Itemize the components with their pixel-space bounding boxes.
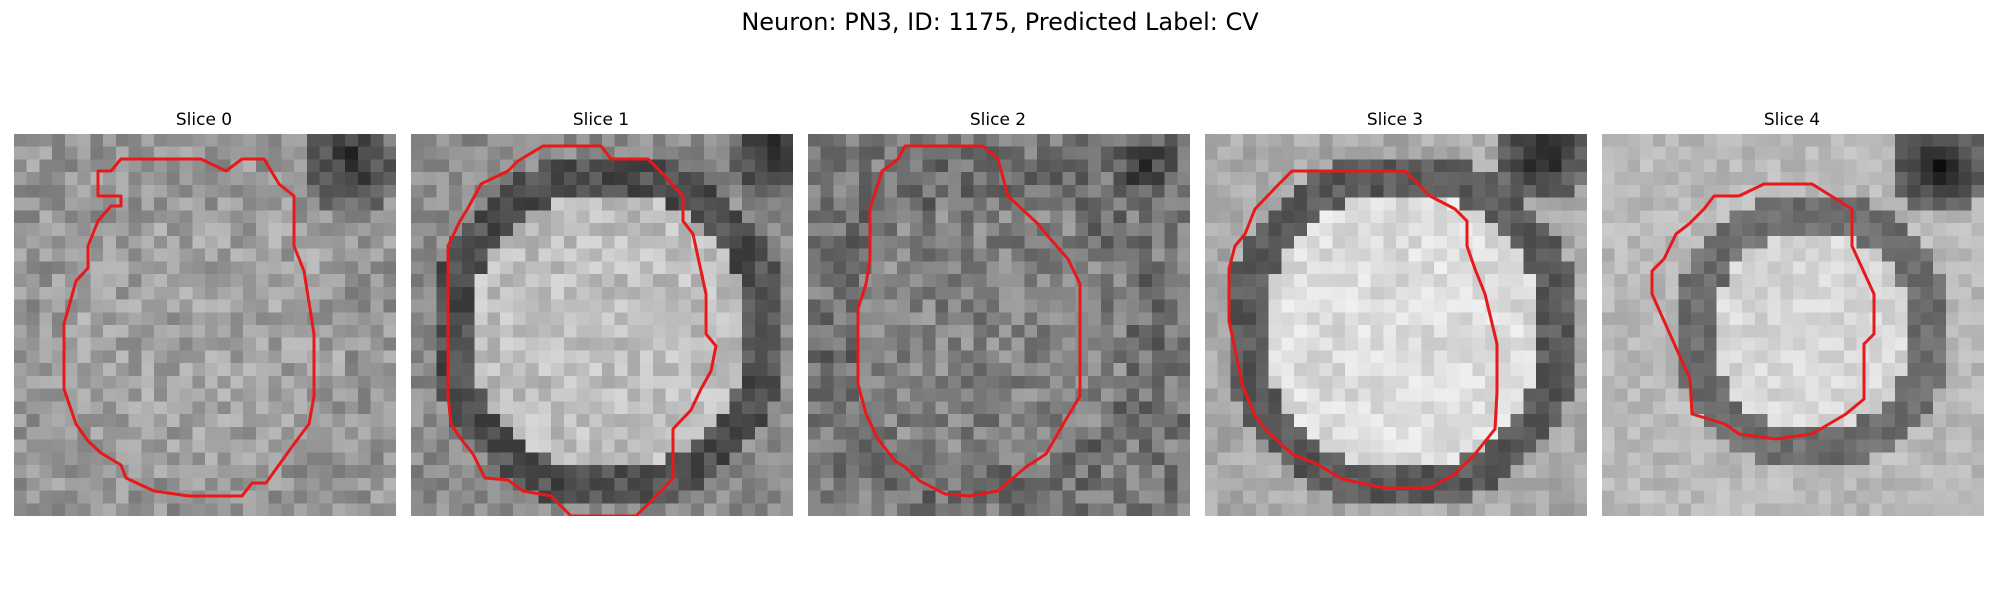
slice-title: Slice 2 bbox=[969, 110, 1027, 130]
segmentation-contour bbox=[62, 157, 316, 498]
segmentation-contour bbox=[1650, 182, 1876, 441]
slice-image bbox=[1205, 134, 1587, 516]
slice-image bbox=[14, 134, 396, 516]
slice-title: Slice 0 bbox=[175, 110, 233, 130]
slice-panel-4: Slice 4 bbox=[1602, 110, 1984, 516]
segmentation-contour bbox=[446, 144, 718, 516]
segmentation-contour bbox=[856, 144, 1082, 498]
slice-panel-0: Slice 0 bbox=[14, 110, 396, 516]
slice-title: Slice 3 bbox=[1366, 110, 1424, 130]
slice-image bbox=[808, 134, 1190, 516]
slice-panel-3: Slice 3 bbox=[1205, 110, 1587, 516]
slice-panel-2: Slice 2 bbox=[808, 110, 1190, 516]
figure-title: Neuron: PN3, ID: 1175, Predicted Label: … bbox=[741, 8, 1259, 36]
microscopy-image bbox=[808, 134, 1190, 516]
microscopy-image bbox=[14, 134, 396, 516]
slice-panel-1: Slice 1 bbox=[411, 110, 793, 516]
slice-image bbox=[1602, 134, 1984, 516]
slice-title: Slice 1 bbox=[572, 110, 630, 130]
slice-image bbox=[411, 134, 793, 516]
slice-title: Slice 4 bbox=[1763, 110, 1821, 130]
segmentation-contour bbox=[1227, 169, 1499, 490]
microscopy-image bbox=[1205, 134, 1587, 516]
